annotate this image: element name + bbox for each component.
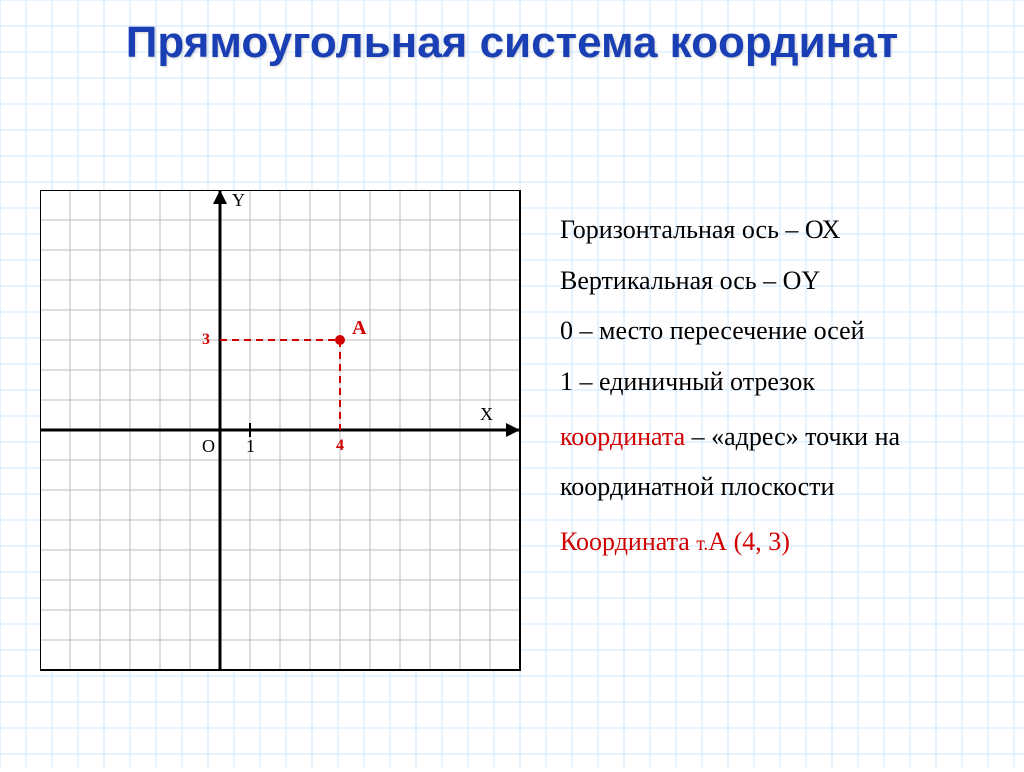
svg-text:A: A xyxy=(352,317,367,339)
coordinate-chart-svg: О X Y 1 A 3 4 xyxy=(40,190,544,694)
svg-text:1: 1 xyxy=(246,436,255,456)
description-line: 1 – единичный отрезок xyxy=(560,357,1000,408)
description-segment: Координата xyxy=(560,527,696,556)
description-segment: 0 – место пересечение осей xyxy=(560,316,865,345)
description-list: Горизонтальная ось – ОХ Вертикальная ось … xyxy=(560,205,1000,568)
description-segment: т. xyxy=(696,534,708,555)
description-line: координата – «адрес» точки на координатн… xyxy=(560,412,1000,513)
description-segment: Горизонтальная ось – ОХ xyxy=(560,215,840,244)
svg-text:Y: Y xyxy=(232,190,245,210)
svg-text:О: О xyxy=(202,436,215,456)
svg-text:3: 3 xyxy=(202,331,210,348)
description-segment: координата xyxy=(560,422,685,451)
page-title: Прямоугольная система координат xyxy=(0,18,1024,69)
svg-text:X: X xyxy=(480,404,493,424)
description-segment: 1 – единичный отрезок xyxy=(560,367,815,396)
description-line: 0 – место пересечение осей xyxy=(560,306,1000,357)
description-line: Вертикальная ось – ОY xyxy=(560,256,1000,307)
description-line: Горизонтальная ось – ОХ xyxy=(560,205,1000,256)
svg-text:4: 4 xyxy=(336,437,344,454)
description-segment: А (4, 3) xyxy=(708,527,790,556)
description-line: Координата т.А (4, 3) xyxy=(560,517,1000,568)
coordinate-chart: О X Y 1 A 3 4 xyxy=(40,190,544,699)
description-segment: Вертикальная ось – ОY xyxy=(560,266,820,295)
